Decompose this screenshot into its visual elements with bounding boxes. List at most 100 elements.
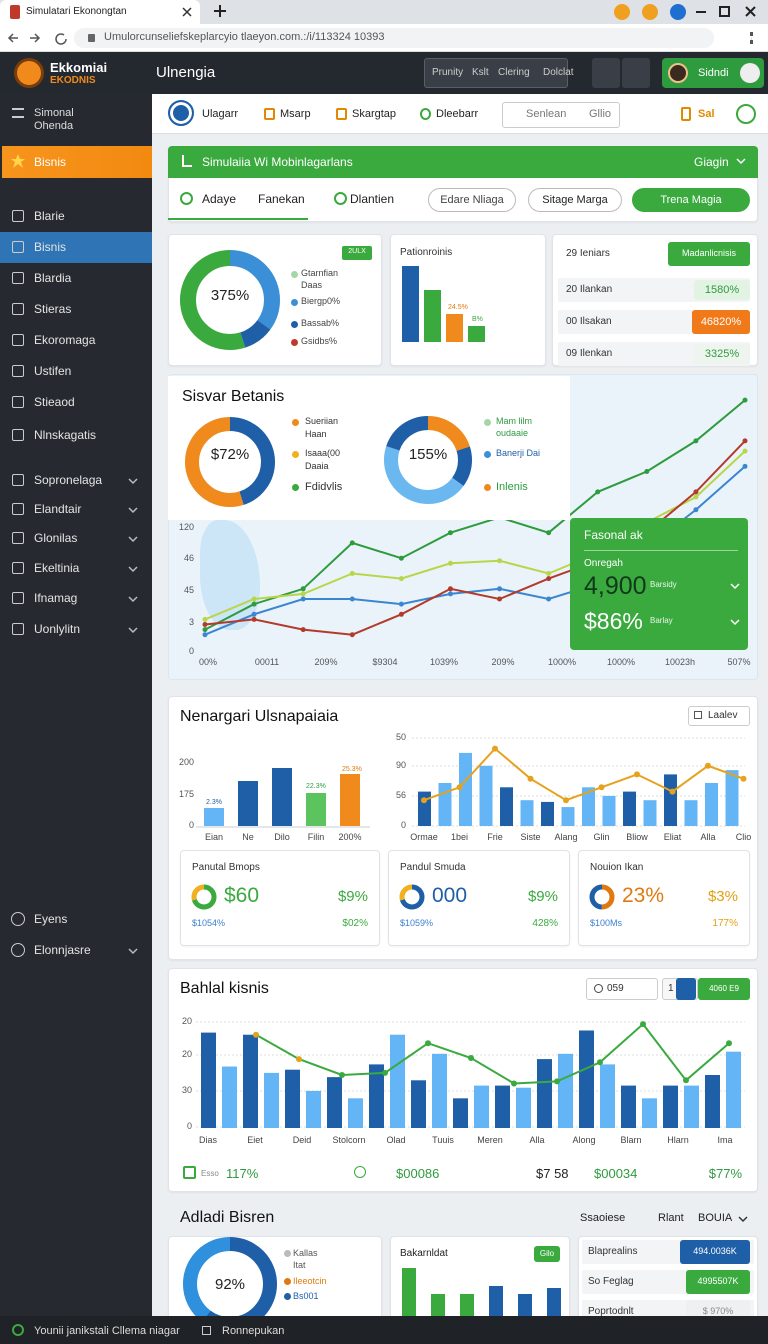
kpi-sub: $1059% <box>400 918 434 928</box>
nav-icon <box>12 474 24 486</box>
donut-center: 155% <box>408 446 448 463</box>
y-axis-label: 120 <box>178 522 194 532</box>
x-axis-label: Meren <box>477 1135 503 1145</box>
control[interactable]: Rlant <box>658 1212 684 1224</box>
panel-button[interactable] <box>632 188 750 212</box>
chip-button[interactable] <box>698 978 750 1000</box>
section-action[interactable] <box>688 706 750 726</box>
x-axis-label: Clio <box>735 832 752 842</box>
legend-label: Gsidbs% <box>301 336 338 346</box>
nav-group[interactable]: Glonilas <box>34 531 78 545</box>
toolbar-item[interactable]: Skargtap <box>352 108 397 120</box>
nav-item[interactable]: Blarie <box>34 209 65 223</box>
bar-label: 25.3% <box>342 766 362 773</box>
chevron-line <box>128 536 138 543</box>
stat-value: 117% <box>226 1166 259 1181</box>
toolbar-item[interactable]: Dleebarr <box>436 108 479 120</box>
nav-group[interactable]: Ifnamag <box>34 591 78 605</box>
url-field[interactable] <box>74 28 714 48</box>
browser-extension[interactable] <box>614 4 630 20</box>
toolbar-action[interactable]: Sal <box>698 108 715 120</box>
nav-item[interactable]: Ekoromaga <box>34 333 96 347</box>
x-axis-label: Eian <box>204 832 224 842</box>
nav-item[interactable]: Ustifen <box>34 364 72 378</box>
browser-extension[interactable] <box>642 4 658 20</box>
toolbar-add[interactable] <box>736 104 756 124</box>
panel-button[interactable] <box>428 188 516 212</box>
toolbar-item[interactable]: Ulagarr <box>202 108 239 120</box>
donut-segment <box>185 417 275 507</box>
kpi-sub: $100Ms <box>590 918 623 928</box>
toolbar <box>152 94 768 134</box>
donut-center: 375% <box>210 287 250 304</box>
legend-label: Isaaa(00 <box>305 448 341 458</box>
header-icon-button[interactable] <box>622 58 650 88</box>
control[interactable]: Ssaoiese <box>580 1212 626 1224</box>
list-value: 3325% <box>704 348 740 360</box>
nav-item[interactable]: Blardia <box>34 271 72 285</box>
sidebar <box>0 94 152 1316</box>
panel-menu[interactable]: Giagin <box>694 155 729 169</box>
bar-label: 22.3% <box>306 783 326 790</box>
plus-glyph <box>214 5 226 17</box>
chevron <box>128 507 138 514</box>
nav-footer[interactable]: Elonnjasre <box>34 943 91 957</box>
panel-button[interactable] <box>528 188 622 212</box>
toolbar-icon <box>336 108 347 120</box>
chevron <box>730 583 740 590</box>
chip-button[interactable] <box>676 978 696 1000</box>
kpi-change: $9% <box>527 888 558 905</box>
nav-icon <box>12 503 24 515</box>
kpi-change: $3% <box>707 888 738 905</box>
header-icon-button[interactable] <box>592 58 620 88</box>
browser-extension[interactable] <box>670 4 686 20</box>
panel-tab[interactable]: Adaye <box>202 192 237 206</box>
search-box[interactable] <box>424 58 568 88</box>
chevron <box>738 1216 748 1223</box>
nav-group[interactable]: Elandtair <box>34 502 82 516</box>
legend-dot <box>292 484 299 491</box>
legend-dot <box>484 419 491 426</box>
list-label: Blaprealins <box>588 1246 638 1257</box>
x-axis-label: 00011 <box>254 657 280 667</box>
x-axis-label: Frie <box>487 832 503 842</box>
toolbar-search[interactable] <box>502 102 620 128</box>
nav-group[interactable]: Ekeltinia <box>34 561 80 575</box>
panel-tab[interactable]: Fanekan <box>258 192 305 206</box>
panel-button-label: Sitage Marga <box>542 194 608 206</box>
nav-item[interactable]: Bisnis <box>34 240 67 254</box>
list-value: 4995507K <box>697 1276 739 1286</box>
nav-item[interactable]: Stieaod <box>34 395 75 409</box>
legend-label: Fdidvlis <box>305 481 343 493</box>
nav-group[interactable]: Uonlylitn <box>34 622 81 636</box>
x-axis-label: 200% <box>338 832 362 842</box>
list-pill[interactable] <box>668 242 750 266</box>
donut-center: $72% <box>210 446 250 463</box>
list-label: Poprtodnlt <box>588 1306 634 1317</box>
nav-item[interactable]: Nlnskagatis <box>34 428 97 442</box>
y-axis-label: 30 <box>181 1085 192 1095</box>
legend-dot <box>292 419 299 426</box>
nav-item[interactable]: Stieras <box>34 302 72 316</box>
sidebar-active[interactable] <box>2 146 152 178</box>
x-axis-label: Stolcorn <box>332 1135 366 1145</box>
bar-card-badge-label: Gilo <box>539 1249 555 1258</box>
control[interactable]: BOUIA <box>698 1212 733 1224</box>
tab-underline <box>168 218 308 220</box>
x-axis-label: Ne <box>242 832 254 842</box>
list-value: 46820% <box>700 316 742 328</box>
stat-value: $00086 <box>396 1166 440 1181</box>
chip[interactable] <box>586 978 658 1000</box>
browser-tab[interactable] <box>0 0 200 24</box>
toolbar-item[interactable]: Msarp <box>280 108 311 120</box>
legend-label: Daas <box>301 280 323 290</box>
nav-group[interactable]: Sopronelaga <box>34 473 103 487</box>
nav-icon <box>12 210 24 222</box>
x-axis-label: Siste <box>520 832 541 842</box>
chevron <box>128 948 138 955</box>
section-action-label: Laalev <box>708 710 738 721</box>
panel-tab[interactable]: Dlantien <box>350 192 395 206</box>
donut-segment <box>183 1237 277 1331</box>
nav-footer[interactable]: Eyens <box>34 912 68 926</box>
nav-buttons <box>7 33 67 45</box>
